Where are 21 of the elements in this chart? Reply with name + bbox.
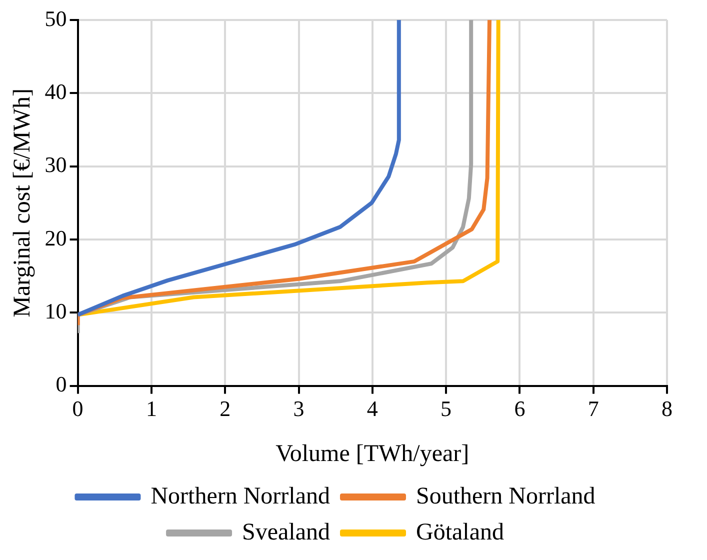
x-tick-label: 1 xyxy=(146,396,157,421)
y-tick-label: 40 xyxy=(44,78,67,104)
y-tick-label: 10 xyxy=(44,298,67,324)
y-tick-label: 0 xyxy=(56,372,67,397)
legend-label: Northern Norrland xyxy=(150,483,330,510)
legend-label: Southern Norrland xyxy=(416,483,596,510)
y-tick-label: 20 xyxy=(44,225,67,250)
y-tick-label: 30 xyxy=(44,152,67,178)
y-axis-title: Marginal cost [€/MWh] xyxy=(10,88,36,318)
y-tick-label: 50 xyxy=(44,6,67,31)
x-axis-title: Volume [TWh/year] xyxy=(276,440,470,467)
x-tick-label: 4 xyxy=(366,396,378,421)
x-tick-label: 2 xyxy=(220,396,231,421)
x-tick-label: 5 xyxy=(440,396,452,421)
x-tick-label: 7 xyxy=(588,396,599,421)
legend-label: Götaland xyxy=(416,519,504,546)
x-tick-label: 8 xyxy=(662,396,672,421)
legend-label: Svealand xyxy=(242,519,330,546)
x-tick-label: 0 xyxy=(72,396,84,421)
x-tick-label: 6 xyxy=(514,396,526,421)
x-tick-label: 3 xyxy=(293,396,304,421)
